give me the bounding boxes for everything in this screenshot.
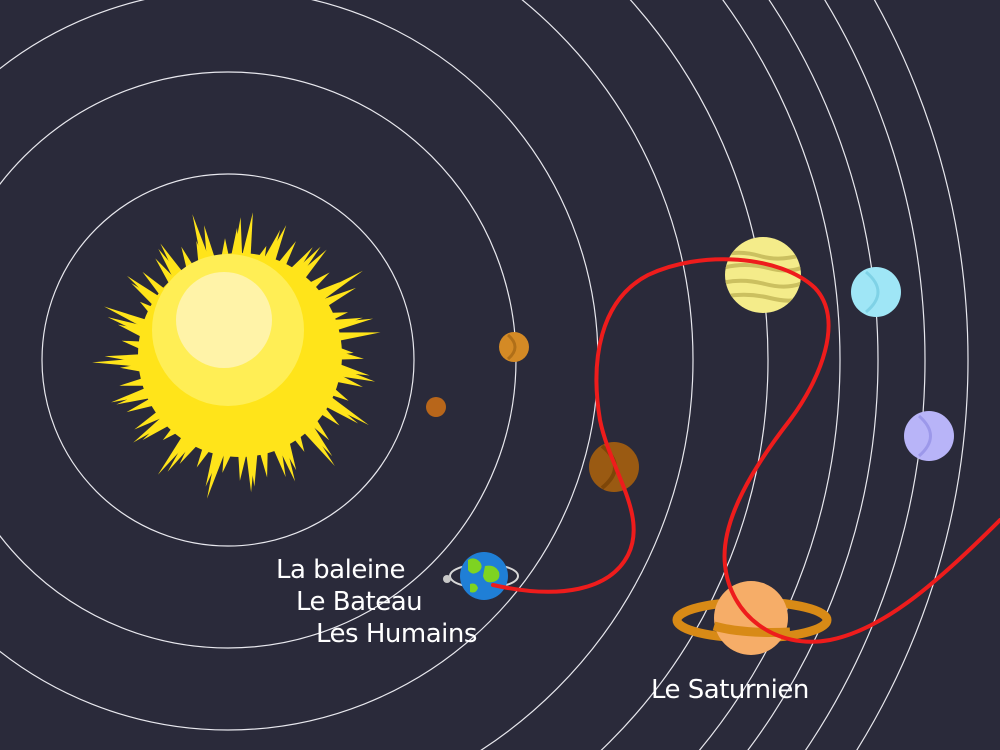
sun-ray	[322, 393, 369, 426]
sun-ray	[321, 395, 359, 424]
sun-ray	[300, 422, 335, 466]
neptune	[904, 411, 954, 461]
uranus	[851, 267, 901, 317]
sun-ray	[104, 354, 146, 364]
sun-ray	[245, 448, 256, 493]
sun-ray	[111, 386, 154, 403]
label-boat: Le Bateau	[296, 587, 423, 617]
sun-ray	[104, 306, 152, 331]
label-whale: La baleine	[276, 555, 406, 585]
sun-ray	[332, 365, 376, 382]
orbit-7	[747, 0, 879, 750]
orbit-4	[479, 0, 694, 750]
sun-ray	[167, 434, 197, 472]
sun-ray	[264, 225, 287, 267]
venus	[499, 332, 529, 362]
sun-ray	[238, 449, 248, 481]
earth	[443, 552, 519, 600]
sun-ray	[313, 270, 363, 303]
jupiter	[725, 237, 801, 313]
label-humans: Les Humains	[316, 619, 477, 649]
sun-ray	[232, 217, 243, 261]
sun-ray	[107, 317, 150, 337]
sun-ray	[127, 275, 164, 307]
saturn	[672, 581, 832, 655]
sun-ray	[207, 447, 227, 499]
sun-ray	[133, 413, 172, 443]
orbit-1	[41, 173, 415, 547]
orbit-9	[856, 0, 969, 750]
orbit-5	[600, 0, 769, 750]
travel-path	[491, 257, 1000, 644]
orbit-6	[698, 0, 841, 750]
orbit-8	[804, 0, 926, 750]
sun-ray	[241, 212, 253, 261]
sun	[92, 212, 381, 499]
sun-ray	[261, 229, 281, 266]
sun-ray	[329, 318, 374, 332]
sun-ray	[157, 432, 193, 475]
sun-ray	[205, 446, 224, 487]
label-saturnian: Le Saturnien	[651, 675, 809, 705]
mercury	[426, 397, 446, 417]
sun-ray	[332, 332, 381, 342]
